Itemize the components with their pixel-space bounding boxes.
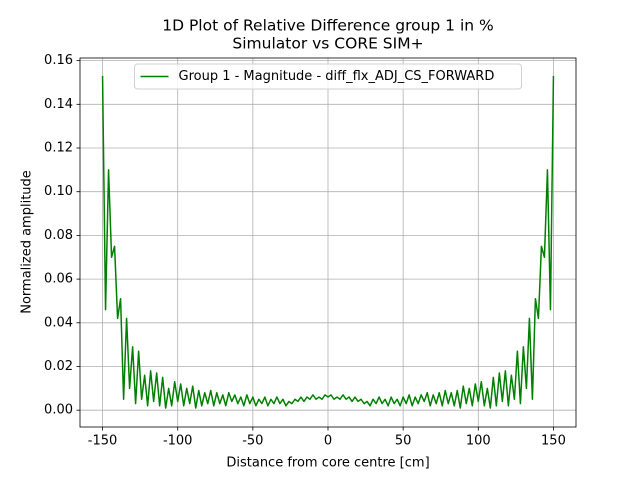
x-axis-label: Distance from core centre [cm] xyxy=(226,456,429,471)
legend-box xyxy=(134,63,522,90)
y-tick-label: 0.04 xyxy=(44,315,73,330)
x-tick-label: 50 xyxy=(395,434,412,449)
legend-label: Group 1 - Magnitude - diff_flx_ADJ_CS_FO… xyxy=(179,69,495,84)
y-tick-label: 0.12 xyxy=(44,141,73,156)
y-tick-label: 0.14 xyxy=(44,97,73,112)
x-tick-label: 150 xyxy=(541,434,566,449)
axes-frame xyxy=(79,57,577,428)
x-tick-label: -150 xyxy=(88,434,118,449)
y-tick-label: 0.16 xyxy=(44,53,73,68)
y-tick-label: 0.10 xyxy=(44,184,73,199)
chart-title: Simulator vs CORE SIM+ xyxy=(232,35,423,53)
y-tick-label: 0.00 xyxy=(44,403,73,418)
data-line xyxy=(101,75,555,409)
x-tick-label: -100 xyxy=(163,434,193,449)
x-tick-label: 100 xyxy=(466,434,491,449)
x-tick-label: -50 xyxy=(242,434,263,449)
y-tick-label: 0.06 xyxy=(44,272,73,287)
x-tick-label: 0 xyxy=(324,434,332,449)
y-tick-label: 0.08 xyxy=(44,228,73,243)
chart-title: 1D Plot of Relative Difference group 1 i… xyxy=(162,17,494,35)
y-tick-label: 0.02 xyxy=(44,359,73,374)
y-axis-label: Normalized amplitude xyxy=(20,170,35,314)
